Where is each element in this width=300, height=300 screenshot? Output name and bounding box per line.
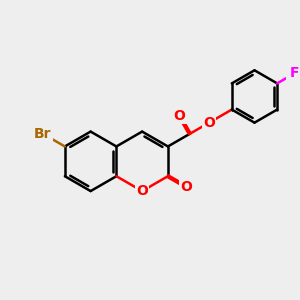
Text: O: O <box>174 109 186 123</box>
Text: O: O <box>180 180 192 194</box>
Text: O: O <box>136 184 148 198</box>
Text: O: O <box>203 116 215 130</box>
Text: F: F <box>290 66 300 80</box>
Text: Br: Br <box>34 127 52 141</box>
